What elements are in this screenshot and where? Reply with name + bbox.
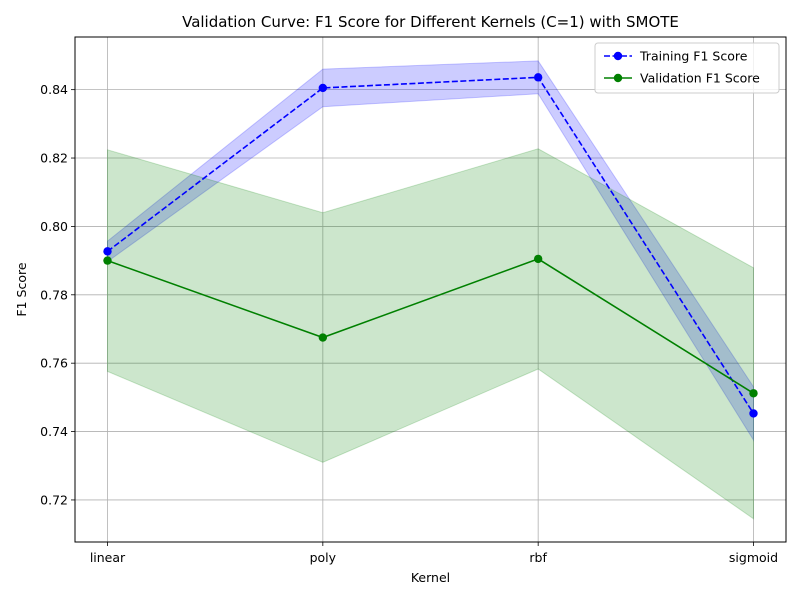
data-point [533,254,543,264]
x-axis-label: Kernel [411,570,450,585]
y-tick-label: 0.74 [40,424,68,439]
y-tick-label: 0.82 [40,151,68,166]
data-point [103,256,112,265]
legend-marker [613,51,623,61]
x-tick-label: rbf [529,550,547,565]
legend-label: Training F1 Score [639,49,748,64]
y-tick-label: 0.72 [40,492,68,507]
confidence-bands [107,60,754,520]
series-line [107,258,754,394]
axis-ticks: linear poly rbf sigmoid 0.72 0.74 0.76 0.78 0.80… [40,82,778,565]
x-tick-label: poly [310,550,337,565]
data-point [749,409,758,418]
series-lines [107,76,755,414]
confidence-band [107,60,754,442]
x-tick-label: linear [90,550,126,565]
legend-label: Validation F1 Score [640,71,760,86]
y-tick-label: 0.76 [40,356,68,371]
grid-lines [75,37,786,542]
chart-title: Validation Curve: F1 Score for Different… [182,13,679,31]
plot-frame [74,36,787,543]
legend: Training F1 Score Validation F1 Score [594,42,780,94]
data-point [103,247,112,256]
data-point [749,389,758,398]
legend-box [594,42,780,94]
y-tick-label: 0.78 [40,287,68,302]
confidence-band [107,148,754,520]
series-markers [103,73,758,418]
y-tick-label: 0.80 [40,219,68,234]
y-axis-label: F1 Score [14,262,29,316]
data-point [318,333,328,342]
x-tick-label: sigmoid [729,550,778,565]
y-tick-label: 0.84 [40,82,68,97]
series-line [107,76,755,414]
data-point [318,83,328,93]
data-point [533,73,543,82]
legend-marker [613,73,623,83]
